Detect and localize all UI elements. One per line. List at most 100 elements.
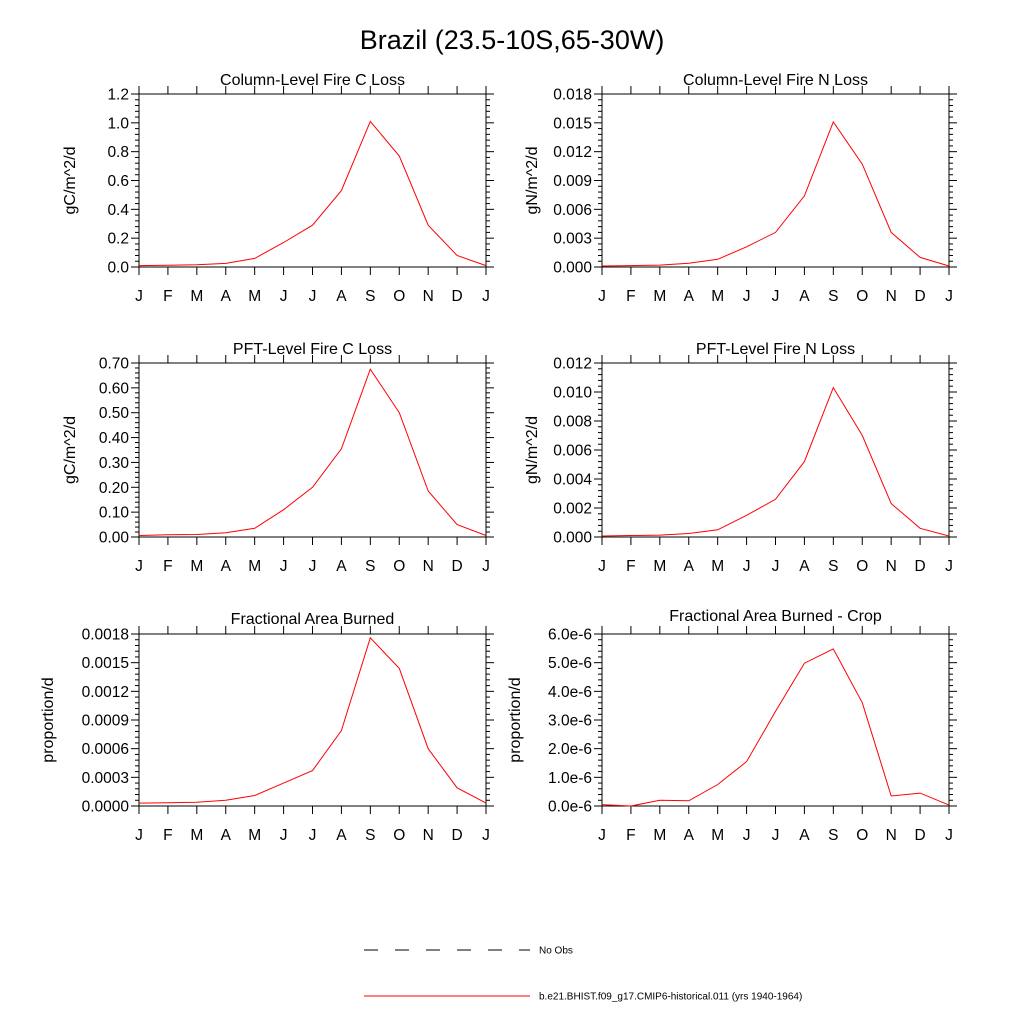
x-tick-label: D: [451, 558, 462, 575]
panel-title: PFT-Level Fire N Loss: [696, 341, 855, 358]
x-tick-label: J: [482, 288, 490, 305]
x-tick-label: M: [653, 288, 666, 305]
x-tick-label: M: [248, 558, 261, 575]
x-tick-label: F: [626, 558, 635, 575]
series-line: [601, 120, 950, 267]
x-tick-label: A: [799, 288, 810, 305]
x-tick-label: J: [482, 558, 490, 575]
x-tick-label: M: [190, 558, 203, 575]
panel-title: Fractional Area Burned - Crop: [669, 608, 882, 625]
plot-frame: [601, 93, 950, 268]
x-tick-label: J: [598, 558, 606, 575]
x-tick-label: S: [365, 827, 375, 844]
y-tick-label: 0.012: [553, 144, 592, 161]
panel-title: Column-Level Fire N Loss: [683, 72, 868, 89]
y-axis-label: gC/m^2/d: [62, 416, 79, 484]
y-tick-label: 0.30: [99, 455, 130, 472]
x-tick-label: J: [743, 827, 751, 844]
plot-frame: [601, 633, 950, 807]
x-tick-label: J: [945, 827, 953, 844]
x-tick-label: F: [163, 558, 172, 575]
x-tick-label: A: [799, 827, 810, 844]
x-tick-label: M: [711, 288, 724, 305]
y-tick-label: 0.0009: [82, 713, 129, 730]
y-tick-label: 0.50: [99, 405, 130, 422]
panel-grid: Column-Level Fire C Loss 0.0 0.2 0.4 0.6 0.8 1…: [40, 72, 957, 844]
y-tick-label: 0.00: [99, 530, 130, 547]
y-tick-label: 1.0e-6: [548, 770, 592, 787]
y-tick-label: 0.0006: [82, 741, 129, 758]
y-tick-label: 0.0000: [82, 799, 130, 816]
x-tick-label: M: [248, 288, 261, 305]
chart-panel: PFT-Level Fire N Loss 0.000 0.002 0.004 0.00…: [524, 341, 957, 575]
legend: No Obs b.e21.BHIST.f09_g17.CMIP6-histori…: [364, 946, 802, 1003]
chart-panel: Column-Level Fire N Loss 0.000 0.003 0.006 0…: [524, 72, 957, 305]
x-tick-label: J: [482, 827, 490, 844]
y-tick-label: 0.0: [107, 260, 129, 277]
x-tick-label: J: [743, 558, 751, 575]
y-tick-label: 0.20: [99, 480, 130, 497]
x-tick-label: J: [598, 288, 606, 305]
x-tick-label: D: [914, 827, 925, 844]
y-tick-label: 0.70: [99, 356, 130, 373]
panel-title: Fractional Area Burned: [231, 611, 395, 628]
x-tick-label: J: [309, 288, 317, 305]
y-tick-label: 3.0e-6: [548, 713, 592, 730]
plot-frame: [601, 362, 950, 538]
x-tick-label: J: [135, 827, 143, 844]
y-tick-label: 0.004: [553, 472, 592, 489]
y-axis-label: gC/m^2/d: [62, 147, 79, 215]
x-tick-label: N: [886, 558, 897, 575]
plot-frame: [138, 633, 487, 807]
x-tick-label: M: [711, 558, 724, 575]
y-axis-label: proportion/d: [40, 677, 57, 762]
x-tick-label: N: [423, 827, 434, 844]
x-tick-label: D: [451, 827, 462, 844]
x-tick-label: O: [393, 827, 405, 844]
y-tick-label: 0.000: [553, 530, 592, 547]
y-tick-label: 0.015: [553, 115, 592, 132]
y-tick-label: 1.0: [107, 115, 129, 132]
x-tick-label: A: [221, 288, 232, 305]
x-tick-label: J: [743, 288, 751, 305]
plot-frame: [138, 362, 487, 538]
y-tick-label: 0.009: [553, 173, 592, 190]
x-tick-label: J: [135, 288, 143, 305]
x-tick-label: M: [711, 827, 724, 844]
legend-model-label: b.e21.BHIST.f09_g17.CMIP6-historical.011…: [539, 992, 802, 1003]
y-tick-label: 0.6: [107, 173, 129, 190]
x-tick-label: A: [336, 827, 347, 844]
x-tick-label: A: [336, 288, 347, 305]
y-axis-label: gN/m^2/d: [524, 416, 541, 484]
x-tick-label: N: [423, 288, 434, 305]
x-tick-label: J: [772, 558, 780, 575]
x-tick-label: S: [828, 558, 838, 575]
x-tick-label: J: [280, 288, 288, 305]
x-tick-label: J: [945, 558, 953, 575]
y-tick-label: 0.008: [553, 414, 592, 431]
y-tick-label: 0.0015: [82, 655, 129, 672]
x-tick-label: J: [945, 288, 953, 305]
chart-panel: Column-Level Fire C Loss 0.0 0.2 0.4 0.6 0.8 1…: [62, 72, 494, 305]
x-tick-label: J: [772, 288, 780, 305]
figure-title: Brazil (23.5-10S,65-30W): [360, 25, 665, 55]
x-tick-label: S: [365, 558, 375, 575]
x-tick-label: J: [598, 827, 606, 844]
x-tick-label: S: [828, 288, 838, 305]
x-tick-label: N: [423, 558, 434, 575]
y-tick-label: 0.0003: [82, 770, 129, 787]
series-line: [138, 368, 487, 536]
y-tick-label: 0.003: [553, 231, 592, 248]
y-tick-label: 0.0018: [82, 627, 129, 644]
panel-title: PFT-Level Fire C Loss: [233, 341, 392, 358]
y-tick-label: 0.006: [553, 443, 592, 460]
y-tick-label: 5.0e-6: [548, 655, 592, 672]
y-tick-label: 4.0e-6: [548, 684, 592, 701]
series-line: [138, 120, 487, 267]
x-tick-label: A: [221, 558, 232, 575]
y-tick-label: 0.40: [99, 430, 130, 447]
x-tick-label: A: [684, 288, 695, 305]
x-tick-label: S: [365, 288, 375, 305]
y-tick-label: 0.4: [107, 202, 129, 219]
